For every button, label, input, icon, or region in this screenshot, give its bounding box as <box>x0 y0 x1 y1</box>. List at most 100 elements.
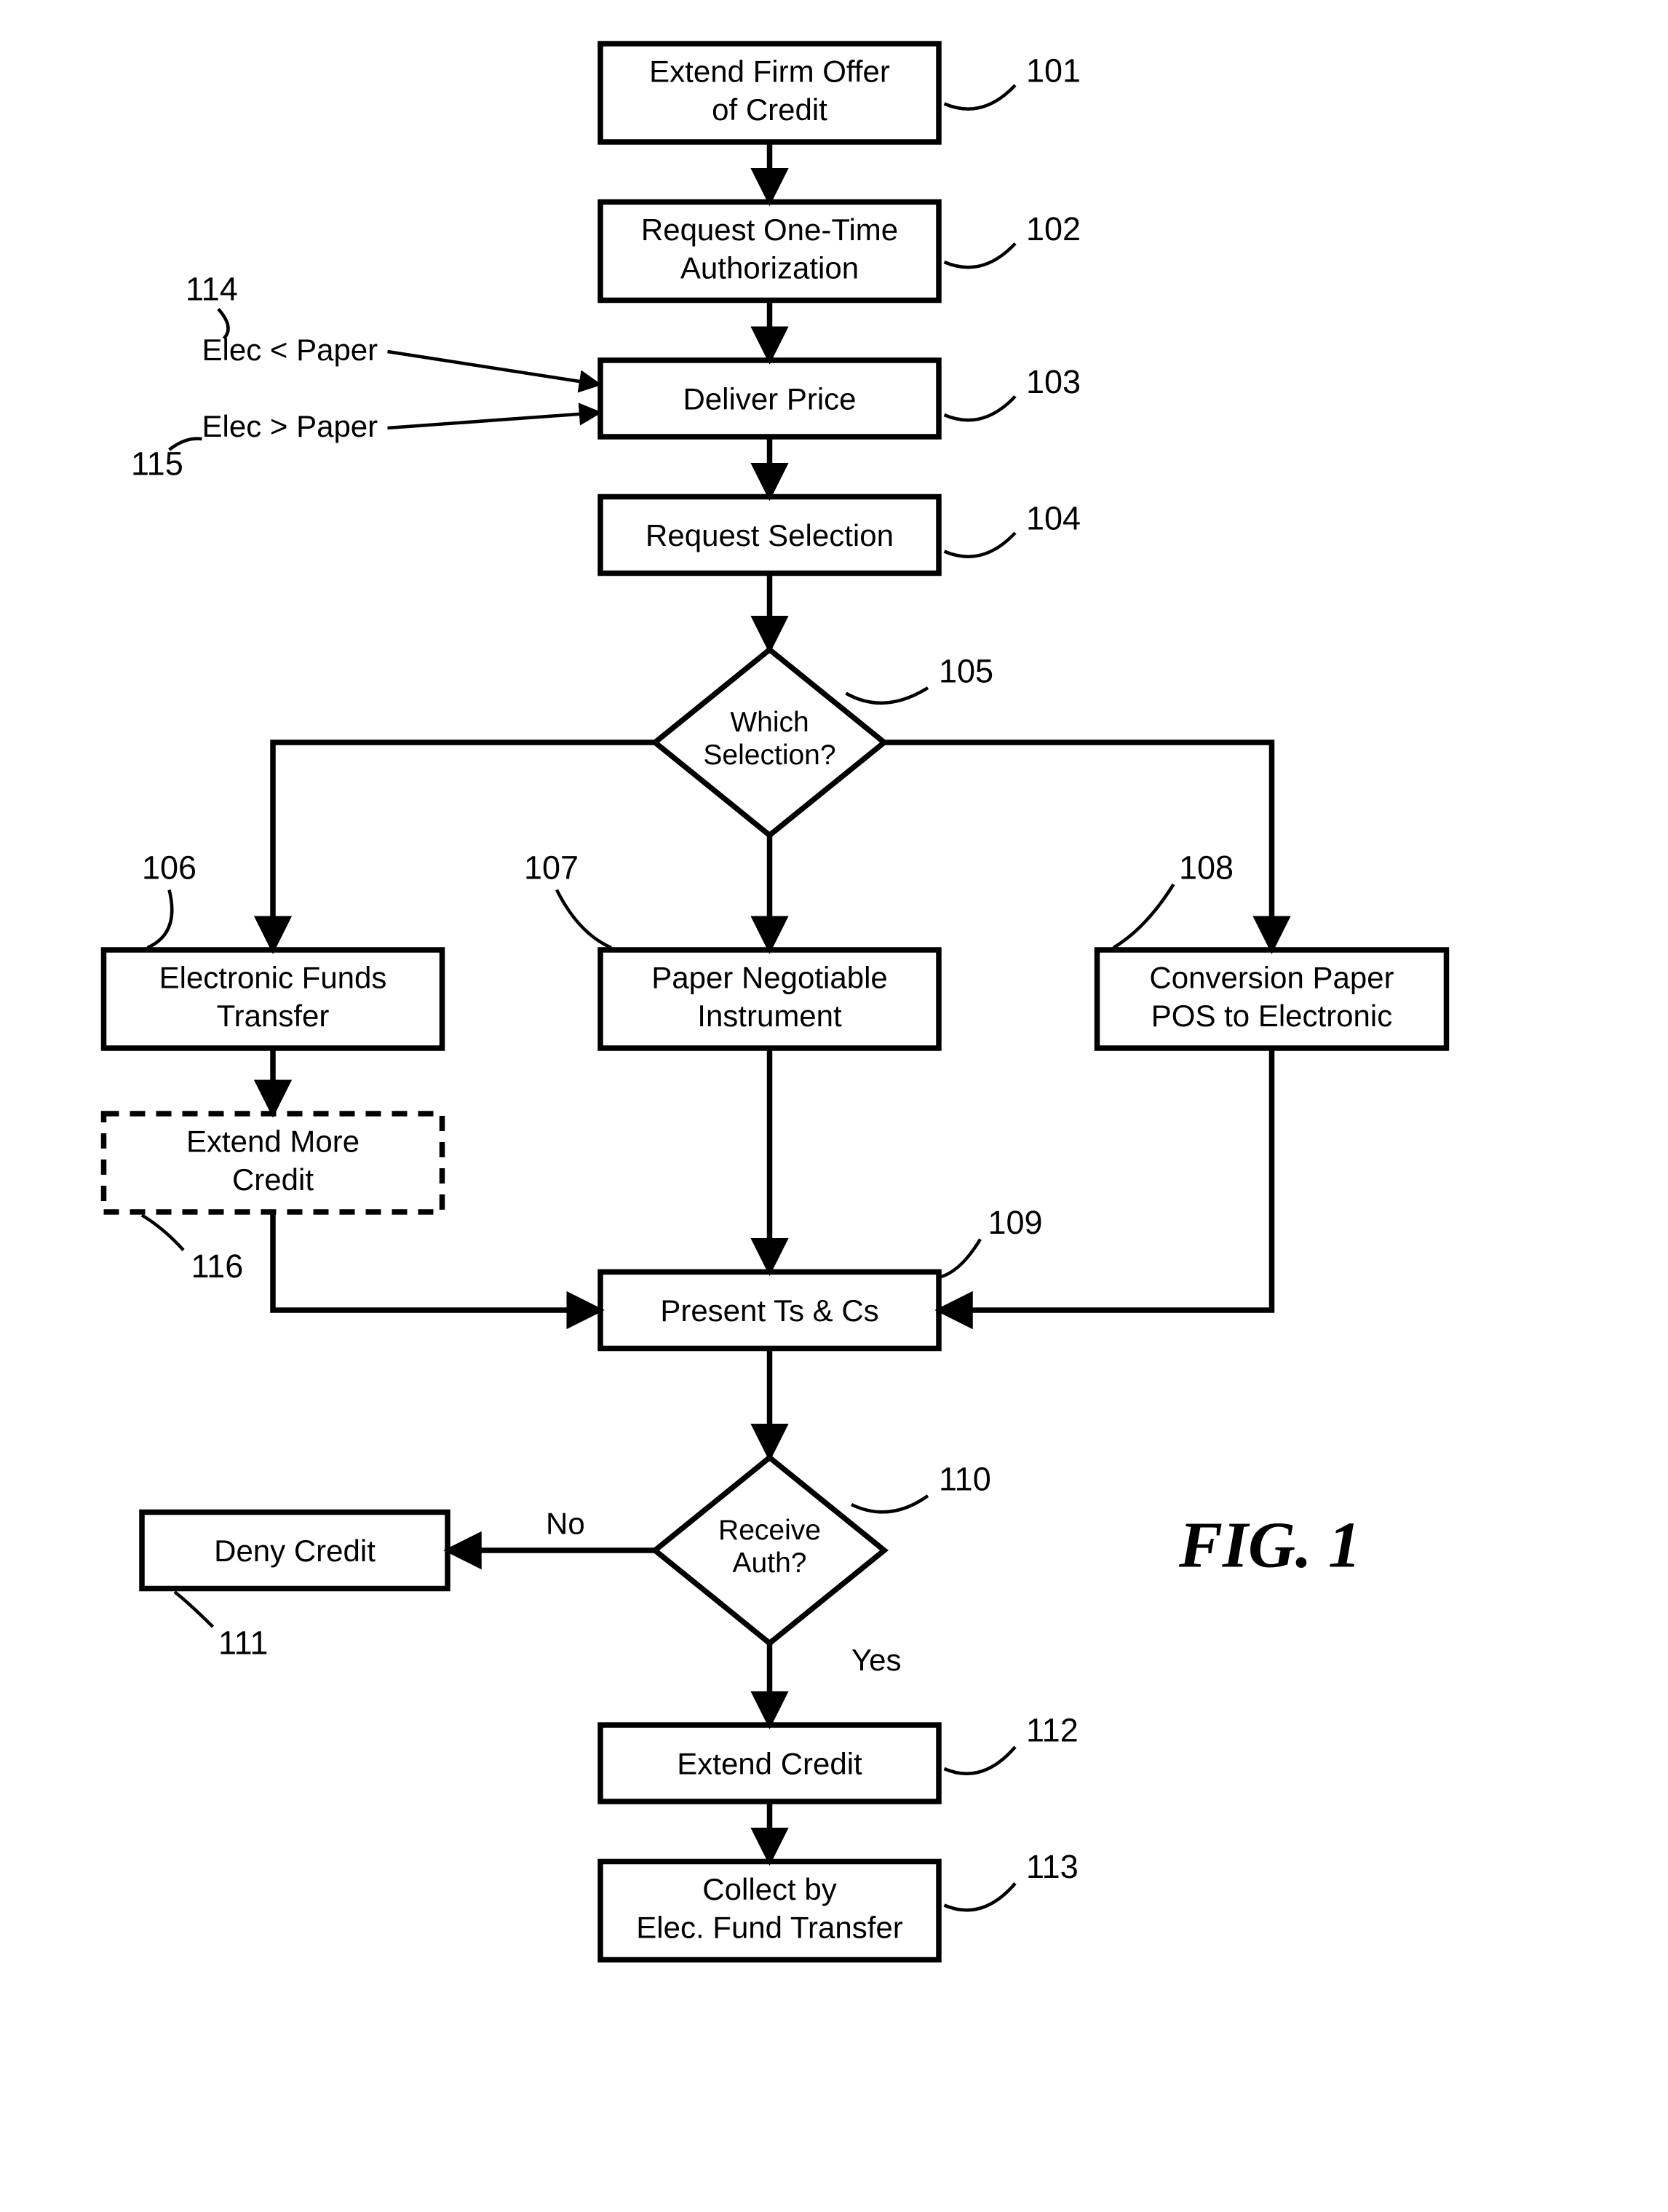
ref-111: 111 <box>175 1592 268 1662</box>
node-106-line2: Transfer <box>217 999 330 1033</box>
ref-107: 107 <box>524 849 611 948</box>
node-108-line1: Conversion Paper <box>1149 961 1394 995</box>
ref-103: 103 <box>945 363 1081 420</box>
svg-text:Instrument: Instrument <box>697 999 842 1033</box>
svg-text:113: 113 <box>1026 1848 1079 1885</box>
svg-text:Deny Credit: Deny Credit <box>214 1534 376 1568</box>
svg-text:Present Ts & Cs: Present Ts & Cs <box>660 1293 878 1328</box>
node-101-line2: of Credit <box>712 92 827 127</box>
edge-116-109 <box>273 1212 598 1310</box>
svg-text:Request Selection: Request Selection <box>646 518 894 552</box>
node-105-line2: Selection? <box>703 740 835 771</box>
node-110-line1: Receive <box>718 1515 821 1546</box>
node-108: Conversion Paper POS to Electronic <box>1097 950 1447 1048</box>
svg-text:106: 106 <box>142 849 196 887</box>
svg-text:Extend More: Extend More <box>186 1125 360 1159</box>
ref-116: 116 <box>142 1216 243 1285</box>
svg-text:116: 116 <box>191 1248 244 1285</box>
svg-text:Collect by: Collect by <box>702 1872 836 1906</box>
ref-108: 108 <box>1113 849 1234 948</box>
edge-label-no: No <box>546 1507 585 1541</box>
node-116-dashed: Extend More Credit <box>104 1114 442 1212</box>
ref-112: 112 <box>945 1712 1079 1774</box>
node-110-line2: Auth? <box>733 1547 807 1579</box>
svg-text:Paper Negotiable: Paper Negotiable <box>651 961 888 995</box>
node-103-line1: Deliver Price <box>683 382 856 416</box>
svg-text:115: 115 <box>131 445 183 483</box>
svg-text:Receive: Receive <box>718 1515 821 1546</box>
node-103: Deliver Price <box>600 360 939 437</box>
svg-text:111: 111 <box>218 1625 268 1662</box>
node-116-line1: Extend More <box>186 1125 360 1159</box>
side-input-115: Elec > Paper <box>202 409 378 443</box>
node-105-diamond: Which Selection? <box>655 650 884 836</box>
svg-text:108: 108 <box>1179 849 1234 887</box>
svg-text:109: 109 <box>988 1204 1043 1241</box>
ref-105: 105 <box>846 653 994 703</box>
node-110-diamond: Receive Auth? <box>655 1458 884 1644</box>
svg-text:Elec. Fund Transfer: Elec. Fund Transfer <box>636 1911 903 1945</box>
node-102-line2: Authorization <box>680 251 859 285</box>
edge-108-109 <box>941 1048 1272 1310</box>
figure-label: FIG. 1 <box>1178 1510 1361 1582</box>
node-111: Deny Credit <box>142 1513 448 1589</box>
edge-114-103 <box>388 352 599 384</box>
ref-101: 101 <box>945 52 1081 109</box>
side-input-114: Elec < Paper <box>202 333 378 367</box>
svg-text:Selection?: Selection? <box>703 740 835 771</box>
svg-text:Extend Credit: Extend Credit <box>677 1747 862 1781</box>
svg-text:Credit: Credit <box>232 1162 314 1197</box>
svg-text:Request One-Time: Request One-Time <box>641 213 898 247</box>
svg-text:of Credit: of Credit <box>712 92 827 127</box>
edge-105-108 <box>884 742 1272 948</box>
svg-text:105: 105 <box>939 653 993 690</box>
node-109-line1: Present Ts & Cs <box>660 1293 878 1328</box>
svg-text:112: 112 <box>1026 1712 1079 1749</box>
node-108-line2: POS to Electronic <box>1151 999 1392 1033</box>
svg-text:POS to Electronic: POS to Electronic <box>1151 999 1392 1033</box>
edge-115-103 <box>388 413 599 428</box>
node-102-line1: Request One-Time <box>641 213 898 247</box>
node-106-line1: Electronic Funds <box>159 961 387 995</box>
svg-text:Electronic Funds: Electronic Funds <box>159 961 387 995</box>
node-113-line2: Elec. Fund Transfer <box>636 1911 903 1945</box>
node-105-line1: Which <box>730 707 809 738</box>
ref-109: 109 <box>939 1204 1043 1277</box>
node-112-line1: Extend Credit <box>677 1747 862 1781</box>
ref-114: 114 <box>186 271 238 339</box>
node-104-line1: Request Selection <box>646 518 894 552</box>
node-111-line1: Deny Credit <box>214 1534 376 1568</box>
svg-text:Transfer: Transfer <box>217 999 330 1033</box>
node-107-line1: Paper Negotiable <box>651 961 888 995</box>
svg-text:107: 107 <box>524 849 579 887</box>
svg-text:Which: Which <box>730 707 809 738</box>
node-109: Present Ts & Cs <box>600 1272 939 1349</box>
edge-105-106 <box>273 742 655 948</box>
node-104: Request Selection <box>600 497 939 574</box>
svg-text:Deliver Price: Deliver Price <box>683 382 856 416</box>
svg-text:110: 110 <box>939 1461 991 1498</box>
node-102: Request One-Time Authorization <box>600 202 939 301</box>
node-107-line2: Instrument <box>697 999 842 1033</box>
node-101-line1: Extend Firm Offer <box>649 55 890 89</box>
svg-text:101: 101 <box>1026 52 1081 90</box>
svg-text:102: 102 <box>1026 210 1081 247</box>
node-112: Extend Credit <box>600 1725 939 1801</box>
ref-104: 104 <box>945 500 1081 557</box>
node-106: Electronic Funds Transfer <box>104 950 442 1048</box>
node-116-line2: Credit <box>232 1162 314 1197</box>
node-107: Paper Negotiable Instrument <box>600 950 939 1048</box>
node-101: Extend Firm Offer of Credit <box>600 44 939 142</box>
svg-text:103: 103 <box>1026 363 1081 400</box>
edge-label-yes: Yes <box>851 1643 902 1677</box>
node-113: Collect by Elec. Fund Transfer <box>600 1862 939 1960</box>
node-113-line1: Collect by <box>702 1872 836 1906</box>
ref-106: 106 <box>142 849 196 948</box>
ref-110: 110 <box>851 1461 991 1513</box>
svg-text:Extend Firm Offer: Extend Firm Offer <box>649 55 890 89</box>
svg-text:104: 104 <box>1026 500 1081 537</box>
ref-102: 102 <box>945 210 1081 267</box>
ref-115: 115 <box>131 439 202 483</box>
svg-text:Authorization: Authorization <box>680 251 859 285</box>
svg-text:Auth?: Auth? <box>733 1547 807 1579</box>
